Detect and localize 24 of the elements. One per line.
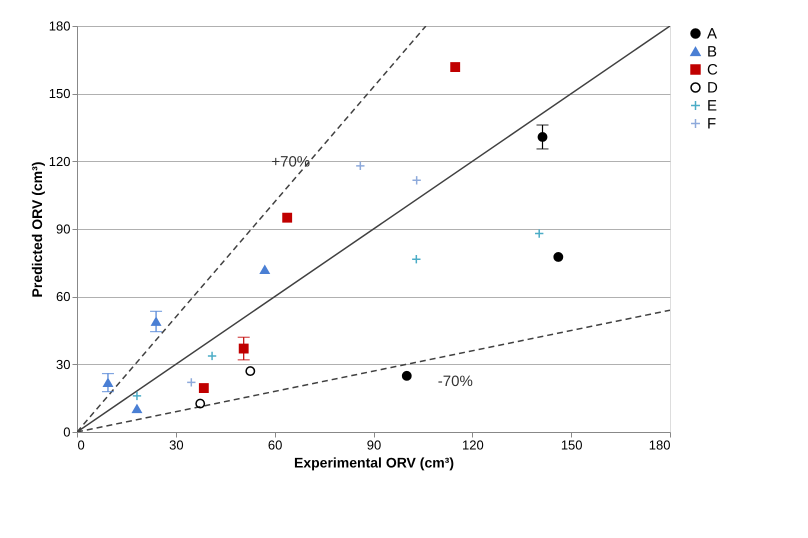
- legend-label: E: [707, 98, 718, 114]
- legend-label: F: [707, 116, 716, 132]
- x-axis-title: Experimental ORV (cm³): [294, 454, 454, 470]
- y-tick-label: 90: [56, 222, 70, 236]
- legend-label: B: [707, 44, 718, 60]
- y-tick-label: 150: [48, 86, 70, 102]
- x-tick-label: 0: [78, 438, 85, 452]
- annotation: +70%: [271, 154, 310, 171]
- y-tick-label: 30: [56, 356, 70, 372]
- y-tick-label: 0: [63, 424, 70, 440]
- y-tick-label: 180: [48, 18, 70, 34]
- y-tick-label: 60: [56, 289, 70, 304]
- x-tick-label: 120: [462, 438, 484, 452]
- legend-label: D: [707, 80, 718, 96]
- x-tick-label: 60: [268, 438, 282, 452]
- x-tick-label: 150: [560, 438, 583, 452]
- x-tick-label: 180: [648, 438, 670, 452]
- y-tick-label: 120: [48, 154, 70, 169]
- y-axis-title: Predicted ORV (cm³): [28, 162, 45, 298]
- annotation: -70%: [438, 372, 473, 390]
- legend-label: C: [707, 62, 718, 78]
- x-tick-label: 90: [366, 438, 382, 452]
- x-tick-label: 30: [169, 438, 184, 452]
- legend-label: A: [707, 26, 718, 42]
